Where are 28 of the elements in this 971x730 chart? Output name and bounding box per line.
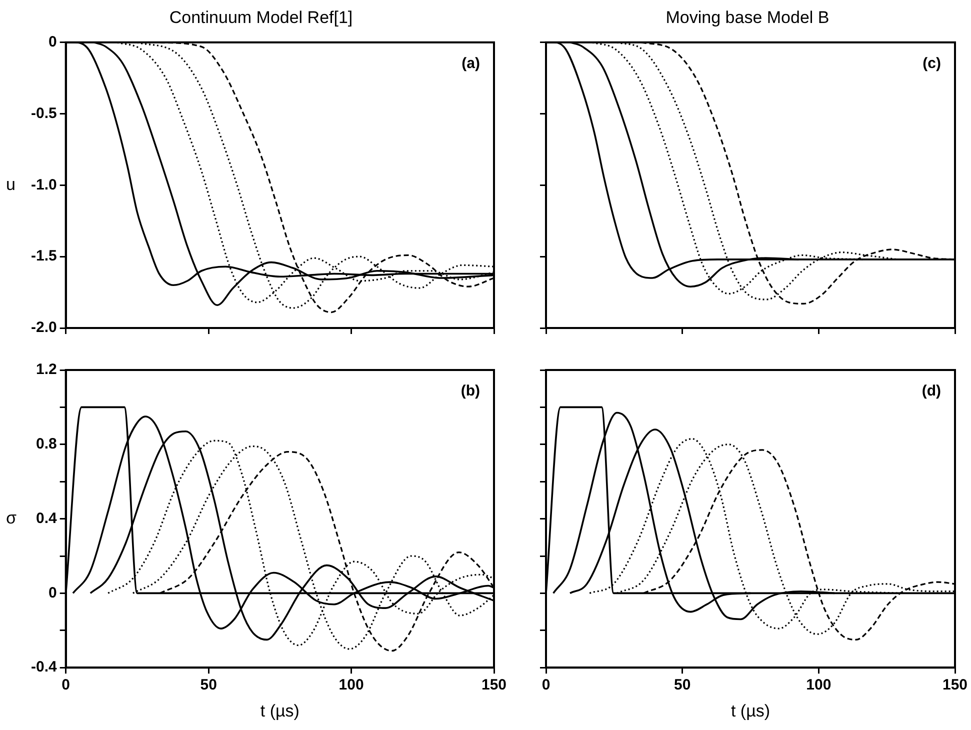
y-axis-title: σ — [6, 508, 17, 528]
chart-title: Continuum Model Ref[1] — [169, 8, 353, 27]
y-axis-title: u — [6, 174, 16, 194]
x-tick-label: 100 — [338, 676, 364, 694]
x-axis-title: t (µs) — [730, 701, 770, 720]
y-tick-label: 0 — [48, 584, 57, 602]
y-tick-label: -1.5 — [30, 248, 57, 265]
chart-title: Moving base Model B — [666, 8, 830, 27]
y-tick-label: 0 — [48, 34, 57, 51]
y-tick-label: -2.0 — [30, 319, 57, 336]
y-tick-label: 1.2 — [36, 361, 57, 378]
annotation: (c) — [922, 55, 941, 72]
y-tick-label: -0.4 — [30, 658, 58, 676]
x-axis-title: t (µs) — [260, 701, 300, 720]
annotation: (d) — [922, 382, 941, 400]
y-tick-label: 0.8 — [36, 436, 57, 453]
x-tick-label: 50 — [200, 676, 217, 694]
y-tick-label: -1.0 — [30, 176, 57, 194]
y-tick-label: -0.5 — [30, 104, 57, 122]
x-tick-label: 0 — [542, 676, 550, 694]
x-tick-label: 100 — [806, 676, 832, 694]
x-tick-label: 0 — [62, 676, 70, 694]
x-tick-label: 50 — [674, 676, 691, 694]
x-tick-label: 150 — [942, 676, 968, 694]
annotation: (a) — [462, 55, 480, 72]
y-tick-label: 0.4 — [36, 510, 58, 527]
x-tick-label: 150 — [481, 676, 507, 694]
annotation: (b) — [460, 382, 480, 400]
